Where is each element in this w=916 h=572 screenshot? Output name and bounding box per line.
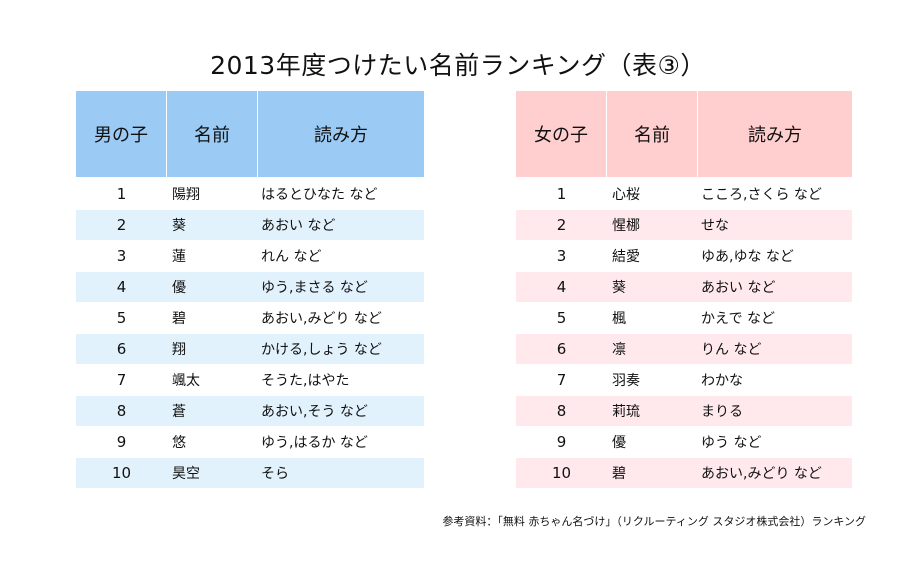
table-row: 1 心桜 こころ,さくら など bbox=[516, 177, 852, 209]
reading-cell: まりる bbox=[698, 395, 852, 426]
reading-cell: ゆう,まさる など bbox=[258, 271, 424, 302]
rank-cell: 4 bbox=[76, 271, 167, 302]
table-row: 8 莉琉 まりる bbox=[516, 395, 852, 426]
table-row: 9 優ゆう など bbox=[516, 426, 852, 457]
name-cell: 葵 bbox=[607, 271, 698, 302]
table-row: 2 惺梛 せな bbox=[516, 209, 852, 240]
name-cell: 蒼 bbox=[167, 395, 258, 426]
reading-cell: ゆう,はるか など bbox=[258, 426, 424, 457]
table-header-row: 男の子 名前 読み方 bbox=[76, 91, 424, 177]
rank-cell: 6 bbox=[516, 333, 607, 364]
rank-cell: 9 bbox=[76, 426, 167, 457]
reading-cell: あおい,みどり など bbox=[698, 457, 852, 488]
reading-cell: あおい など bbox=[698, 271, 852, 302]
reading-cell: そうた,はやた bbox=[258, 364, 424, 395]
name-cell: 昊空 bbox=[167, 457, 258, 488]
rank-column-header: 男の子 bbox=[76, 91, 167, 177]
reading-cell: れん など bbox=[258, 240, 424, 271]
table-row: 4 葵あおい など bbox=[516, 271, 852, 302]
reading-column-header: 読み方 bbox=[698, 91, 852, 177]
name-cell: 結愛 bbox=[607, 240, 698, 271]
table-row: 5 碧あおい,みどり など bbox=[76, 302, 424, 333]
reading-cell: あおい,そう など bbox=[258, 395, 424, 426]
name-cell: 凛 bbox=[607, 333, 698, 364]
table-row: 1 陽翔 はるとひなた など bbox=[76, 177, 424, 209]
name-cell: 翔 bbox=[167, 333, 258, 364]
table-row: 4 優ゆう,まさる など bbox=[76, 271, 424, 302]
rank-cell: 5 bbox=[76, 302, 167, 333]
table-row: 5 楓かえで など bbox=[516, 302, 852, 333]
name-cell: 陽翔 bbox=[167, 177, 258, 209]
name-cell: 碧 bbox=[167, 302, 258, 333]
name-cell: 碧 bbox=[607, 457, 698, 488]
reading-cell: わかな bbox=[698, 364, 852, 395]
name-cell: 優 bbox=[167, 271, 258, 302]
name-cell: 羽奏 bbox=[607, 364, 698, 395]
reading-cell: こころ,さくら など bbox=[698, 177, 852, 209]
rank-cell: 5 bbox=[516, 302, 607, 333]
table-row: 8 蒼あおい,そう など bbox=[76, 395, 424, 426]
reading-cell: はるとひなた など bbox=[258, 177, 424, 209]
rank-cell: 2 bbox=[76, 209, 167, 240]
girls-ranking-table: 女の子 名前 読み方 1 心桜 こころ,さくら など 2 惺梛 せな 3 結愛 ゆあ,ゆな など… bbox=[516, 91, 852, 488]
rank-cell: 8 bbox=[76, 395, 167, 426]
table-row: 6 凛りん など bbox=[516, 333, 852, 364]
rank-cell: 1 bbox=[516, 177, 607, 209]
name-cell: 颯太 bbox=[167, 364, 258, 395]
reading-cell: かける,しょう など bbox=[258, 333, 424, 364]
name-column-header: 名前 bbox=[167, 91, 258, 177]
rank-cell: 9 bbox=[516, 426, 607, 457]
table-row: 10 昊空 そら bbox=[76, 457, 424, 488]
reading-cell: せな bbox=[698, 209, 852, 240]
rank-column-header: 女の子 bbox=[516, 91, 607, 177]
rank-cell: 6 bbox=[76, 333, 167, 364]
page-title: 2013年度つけたい名前ランキング（表③） bbox=[210, 51, 706, 80]
name-cell: 楓 bbox=[607, 302, 698, 333]
name-cell: 悠 bbox=[167, 426, 258, 457]
rank-cell: 7 bbox=[76, 364, 167, 395]
table-row: 6 翔かける,しょう など bbox=[76, 333, 424, 364]
rank-cell: 3 bbox=[516, 240, 607, 271]
table-row: 3 結愛 ゆあ,ゆな など bbox=[516, 240, 852, 271]
reading-cell: あおい など bbox=[258, 209, 424, 240]
reading-cell: ゆう など bbox=[698, 426, 852, 457]
rank-cell: 10 bbox=[516, 457, 607, 488]
name-cell: 莉琉 bbox=[607, 395, 698, 426]
rank-cell: 7 bbox=[516, 364, 607, 395]
rank-cell: 4 bbox=[516, 271, 607, 302]
name-cell: 心桜 bbox=[607, 177, 698, 209]
rank-cell: 1 bbox=[76, 177, 167, 209]
name-cell: 惺梛 bbox=[607, 209, 698, 240]
name-cell: 蓮 bbox=[167, 240, 258, 271]
reading-column-header: 読み方 bbox=[258, 91, 424, 177]
reading-cell: かえで など bbox=[698, 302, 852, 333]
reading-cell: ゆあ,ゆな など bbox=[698, 240, 852, 271]
rank-cell: 8 bbox=[516, 395, 607, 426]
name-cell: 葵 bbox=[167, 209, 258, 240]
reading-cell: そら bbox=[258, 457, 424, 488]
name-cell: 優 bbox=[607, 426, 698, 457]
table-row: 7 羽奏 わかな bbox=[516, 364, 852, 395]
rank-cell: 10 bbox=[76, 457, 167, 488]
name-column-header: 名前 bbox=[607, 91, 698, 177]
reading-cell: あおい,みどり など bbox=[258, 302, 424, 333]
table-row: 3 蓮れん など bbox=[76, 240, 424, 271]
table-row: 2 葵あおい など bbox=[76, 209, 424, 240]
reading-cell: りん など bbox=[698, 333, 852, 364]
source-note: 参考資料：「無料 赤ちゃん名づけ」（リクルーティング スタジオ株式会社）ランキン… bbox=[442, 515, 866, 528]
table-row: 9 悠ゆう,はるか など bbox=[76, 426, 424, 457]
rank-cell: 3 bbox=[76, 240, 167, 271]
table-row: 10 碧あおい,みどり など bbox=[516, 457, 852, 488]
table-row: 7 颯太 そうた,はやた bbox=[76, 364, 424, 395]
table-header-row: 女の子 名前 読み方 bbox=[516, 91, 852, 177]
boys-ranking-table: 男の子 名前 読み方 1 陽翔 はるとひなた など 2 葵あおい など 3 蓮れん など 4 優… bbox=[76, 91, 424, 488]
rank-cell: 2 bbox=[516, 209, 607, 240]
